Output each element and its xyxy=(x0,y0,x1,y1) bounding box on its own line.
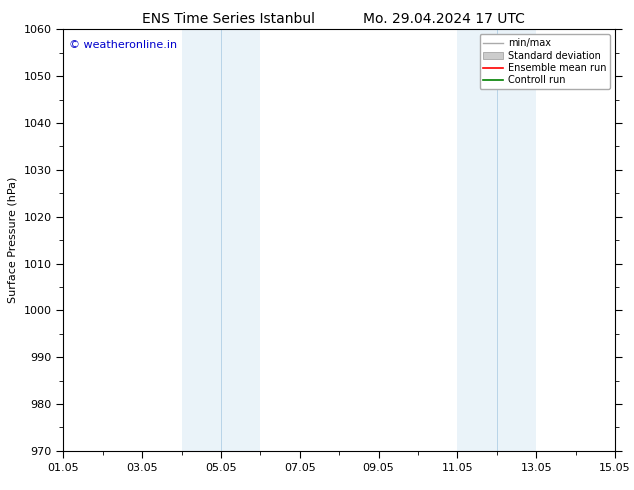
Legend: min/max, Standard deviation, Ensemble mean run, Controll run: min/max, Standard deviation, Ensemble me… xyxy=(479,34,610,89)
Y-axis label: Surface Pressure (hPa): Surface Pressure (hPa) xyxy=(8,177,18,303)
Bar xyxy=(181,29,221,451)
Bar xyxy=(457,29,497,451)
Text: Mo. 29.04.2024 17 UTC: Mo. 29.04.2024 17 UTC xyxy=(363,12,525,26)
Text: © weatheronline.in: © weatheronline.in xyxy=(69,40,177,50)
Bar xyxy=(497,29,536,451)
Bar xyxy=(221,29,261,451)
Text: ENS Time Series Istanbul: ENS Time Series Istanbul xyxy=(142,12,314,26)
